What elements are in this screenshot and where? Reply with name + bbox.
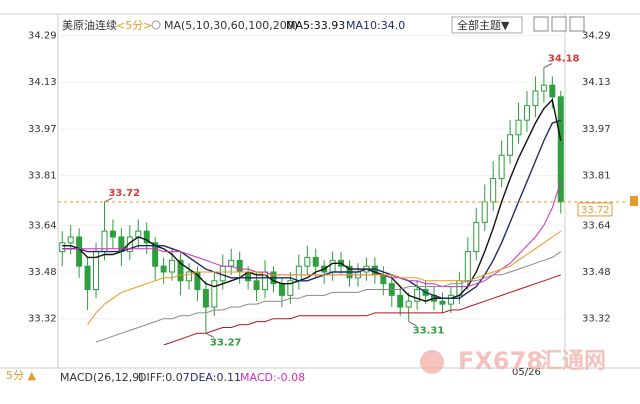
ma10-value: MA10:34.0	[346, 19, 405, 32]
extreme-label: 33.27	[210, 337, 242, 348]
theme-button-box[interactable]	[451, 16, 523, 34]
candle-body	[507, 134, 514, 156]
candle-body	[236, 259, 243, 273]
candle-body	[532, 90, 539, 107]
candle-body	[126, 236, 133, 253]
alert-icon	[630, 195, 638, 206]
y-tick-label: 33.64	[28, 220, 57, 231]
candle-body	[464, 251, 471, 282]
theme-button[interactable]: 全部主题▼	[457, 18, 510, 32]
extreme-label: 34.18	[548, 54, 580, 65]
instrument: 美原油连续	[62, 18, 117, 32]
extreme-label: 33.31	[413, 326, 445, 337]
y-tick-label: 33.97	[28, 124, 57, 135]
candle-body	[405, 300, 412, 308]
y-tick-label: 33.48	[582, 267, 611, 278]
toolbar-button[interactable]	[551, 16, 567, 32]
y-tick-label: 33.32	[28, 314, 57, 325]
ma-line	[62, 119, 562, 299]
candle-body	[304, 256, 311, 267]
extreme-marker	[408, 321, 417, 327]
toolbar-button[interactable]	[533, 16, 549, 32]
candle-body	[295, 265, 302, 282]
candle-body	[143, 230, 150, 244]
settings-icon[interactable]	[151, 20, 161, 30]
candle-body	[59, 242, 66, 253]
y-tick-label: 33.64	[582, 220, 611, 231]
candle-body	[152, 242, 159, 267]
extreme-marker	[543, 63, 553, 69]
candle-body	[397, 294, 404, 308]
candle-body	[109, 230, 116, 238]
y-tick-label: 33.81	[582, 171, 611, 182]
ma5-value: MA5:33.93	[286, 19, 345, 32]
candle-body	[498, 154, 505, 180]
candle-body	[160, 265, 167, 273]
candle-body	[202, 289, 209, 308]
y-tick-label: 33.32	[582, 314, 611, 325]
y-tick-label: 34.29	[28, 31, 57, 42]
candle-body	[439, 300, 446, 305]
candle-body	[169, 259, 176, 273]
date-label: 05/26	[512, 367, 541, 378]
candle-body	[253, 280, 260, 291]
candle-body	[211, 280, 218, 308]
extreme-label: 33.72	[108, 188, 140, 199]
candle-body	[329, 259, 336, 273]
candle-body	[287, 280, 294, 296]
ma-line	[163, 274, 561, 345]
watermark-brand: FX678	[458, 347, 543, 375]
y-tick-label: 34.13	[582, 77, 611, 88]
candle-body	[312, 256, 319, 267]
candle-body	[481, 201, 488, 223]
macd-value: MACD:-0.08	[240, 371, 305, 384]
candle-body	[540, 84, 547, 92]
last-price-box	[577, 202, 613, 217]
toolbar-button[interactable]	[569, 16, 585, 32]
candle-body	[515, 119, 522, 136]
candle-body	[185, 271, 192, 282]
ma-label: MA(5,10,30,60,100,200)	[164, 19, 298, 32]
candle-body	[76, 236, 83, 267]
candles	[59, 67, 564, 345]
extreme-marker	[205, 332, 215, 338]
candle-body	[549, 84, 556, 98]
macd-dea: DEA:0.11	[190, 371, 241, 384]
y-tick-label: 33.48	[28, 267, 57, 278]
candle-body	[490, 178, 497, 203]
period-button[interactable]: <5分>	[116, 19, 152, 32]
candle-body	[523, 105, 530, 121]
extreme-marker	[104, 197, 113, 203]
candle-body	[84, 265, 91, 291]
candle-body	[414, 289, 421, 302]
candle-body	[135, 230, 142, 238]
candle-body	[177, 259, 184, 282]
ma-line	[95, 251, 562, 343]
watermark-site: 汇通网	[540, 349, 606, 374]
candle-body	[447, 294, 454, 305]
period-selector[interactable]: 5分 ▲	[6, 369, 36, 382]
candle-body	[473, 221, 480, 253]
ma-line	[87, 230, 562, 325]
y-tick-label: 34.13	[28, 77, 57, 88]
macd-diff: DIFF:0.07	[138, 371, 190, 384]
y-tick-label: 33.97	[582, 124, 611, 135]
candle-body	[371, 265, 378, 276]
candle-body	[67, 236, 74, 244]
candle-body	[228, 259, 235, 267]
macd-label: MACD(26,12,9)	[60, 371, 144, 384]
last-price-label: 33.72	[581, 205, 610, 216]
candle-body	[219, 265, 226, 282]
candle-body	[278, 283, 285, 296]
y-tick-label: 34.29	[582, 31, 611, 42]
y-tick-label: 33.81	[28, 171, 57, 182]
candle-body	[557, 96, 564, 203]
watermark-logo	[420, 350, 444, 374]
